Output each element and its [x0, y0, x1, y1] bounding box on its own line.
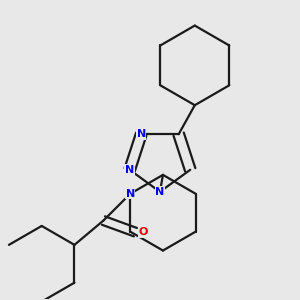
Text: N: N [126, 189, 135, 199]
Text: O: O [138, 227, 148, 237]
Text: N: N [125, 165, 134, 175]
Text: N: N [155, 187, 165, 197]
Text: N: N [136, 129, 146, 139]
